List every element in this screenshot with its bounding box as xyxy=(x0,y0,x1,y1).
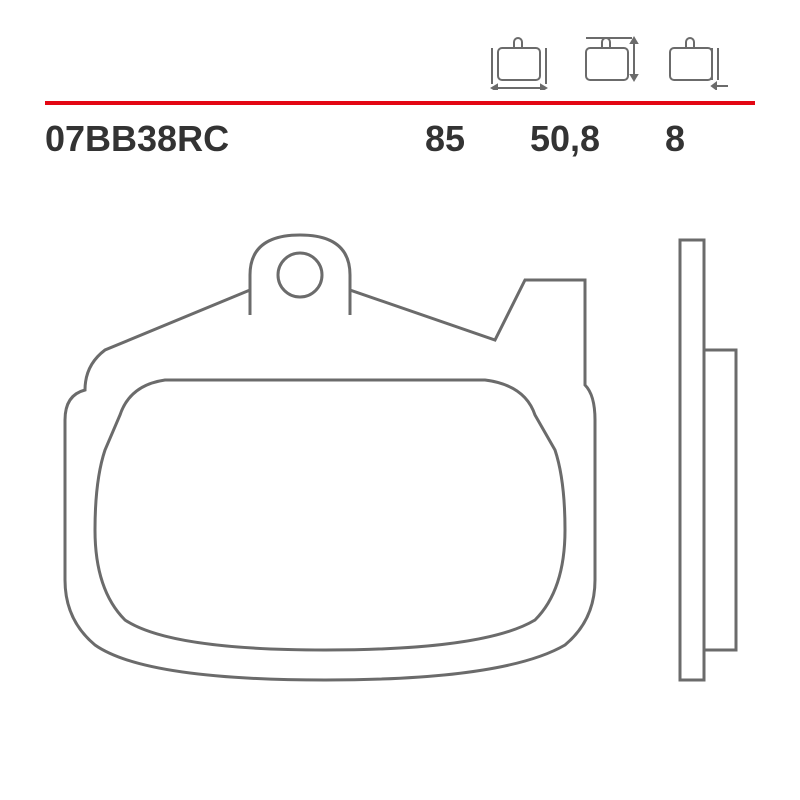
part-code: 07BB38RC xyxy=(45,118,385,160)
spec-row: 07BB38RC 85 50,8 8 xyxy=(45,118,755,160)
thickness-value: 8 xyxy=(625,118,725,160)
height-dim-icon xyxy=(572,30,642,90)
height-value: 50,8 xyxy=(505,118,625,160)
width-dim-icon xyxy=(484,30,554,90)
thickness-dim-icon xyxy=(660,30,730,90)
brake-pad-side-view xyxy=(670,230,750,690)
separator-line xyxy=(45,100,755,106)
dimension-icons xyxy=(484,30,730,90)
width-value: 85 xyxy=(385,118,505,160)
brake-pad-front-view xyxy=(25,220,625,690)
